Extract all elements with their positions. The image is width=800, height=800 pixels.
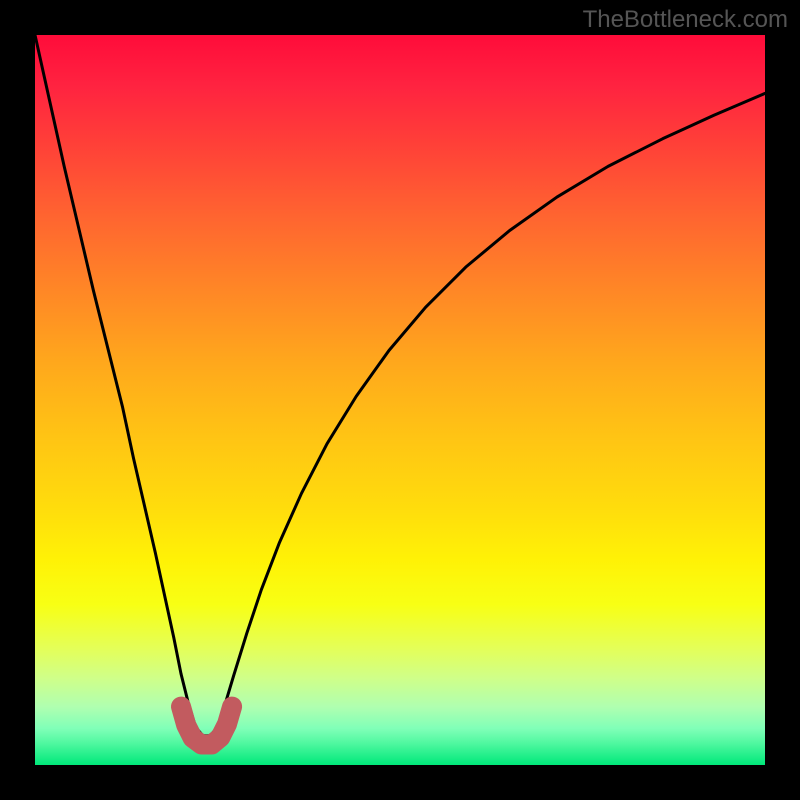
watermark-text: TheBottleneck.com <box>583 6 788 34</box>
chart-stage: TheBottleneck.com <box>0 0 800 800</box>
plot-area <box>35 35 765 765</box>
chart-svg <box>35 35 765 765</box>
gradient-background <box>35 35 765 765</box>
